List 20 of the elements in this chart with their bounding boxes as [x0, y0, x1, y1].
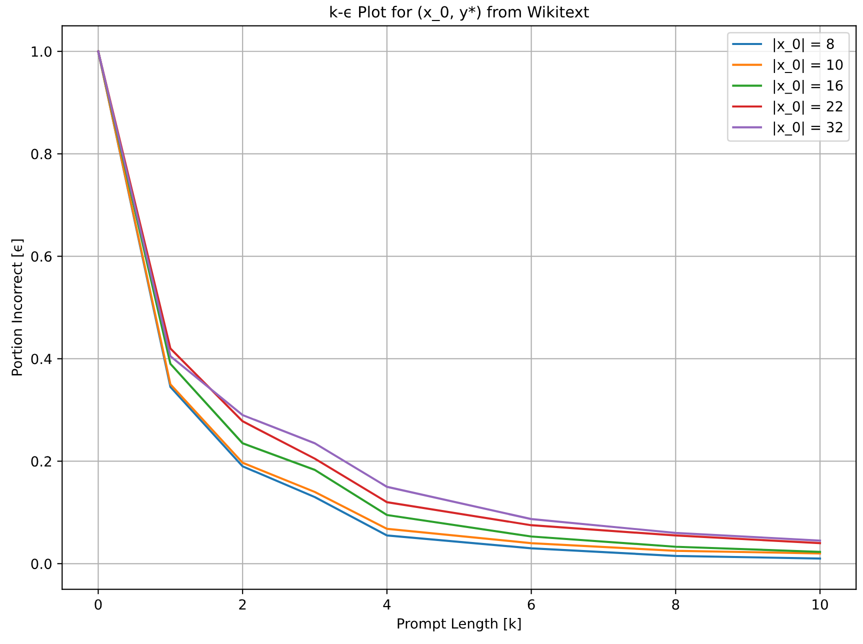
x-tick-label: 6	[528, 599, 535, 610]
x-axis-title: Prompt Length [k]	[398, 618, 521, 632]
legend-label: |x_0| = 10	[774, 59, 843, 73]
legend-label: |x_0| = 22	[774, 100, 842, 115]
x-tick-label: 4	[383, 599, 391, 610]
x-tick-label: 2	[239, 599, 246, 610]
y-tick-label: 0.2	[31, 456, 52, 467]
legend-label: |x_0| = 8	[774, 38, 834, 52]
y-tick-label: 0.0	[31, 558, 52, 570]
x-tick-label: 8	[672, 599, 680, 610]
y-tick-label: 1.0	[32, 46, 52, 57]
x-tick-label: 10	[812, 599, 828, 610]
chart-title: k-ϵ Plot for (x_0, y*) from Wikitext	[330, 6, 589, 22]
y-tick-label: 0.6	[31, 251, 52, 262]
legend-label: |x_0| = 32	[774, 122, 842, 136]
y-tick-label: 0.8	[31, 148, 52, 160]
legend-label: |x_0| = 16	[774, 80, 843, 94]
y-axis-title: Portion Incorrect [ϵ]	[11, 239, 24, 376]
x-tick-label: 0	[94, 599, 102, 610]
y-tick-label: 0.4	[31, 354, 52, 364]
